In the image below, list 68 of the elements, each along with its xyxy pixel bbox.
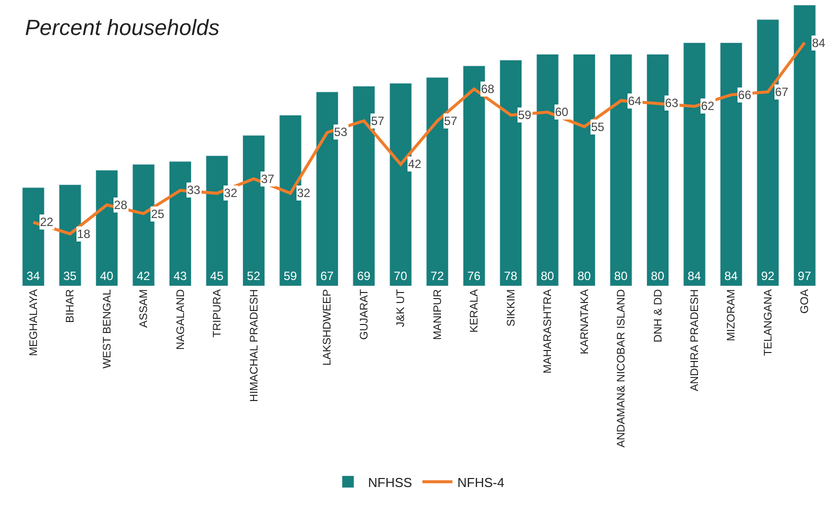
x-tick-label: LAKSHDWEEP [322,289,334,366]
data-label: 32 [224,186,238,200]
data-label: 68 [481,82,495,96]
legend-label: NFHSS [368,474,412,490]
data-label: 84 [812,36,826,50]
data-label: 18 [77,227,91,241]
x-tick-label: KERALA [468,288,481,333]
x-tick-label: WEST BENGAL [101,289,114,368]
x-tick-label: J&K UT [395,288,408,328]
x-tick-label: MEGHALAYA [28,288,40,356]
data-label: 84 [688,269,702,283]
data-label: 42 [408,157,422,171]
data-label: 66 [738,88,752,102]
data-label: 57 [444,114,458,128]
data-label: 59 [518,108,532,122]
legend-label: NFHS-4 [457,474,504,490]
x-tick-label: TRIPURA [212,288,224,338]
data-label: 69 [357,269,371,283]
data-label: 40 [100,269,114,283]
x-tick-label: NAGALAND [174,289,187,350]
data-label: 80 [614,269,628,283]
x-tick-label: DNH & DD [652,289,664,342]
data-label: 43 [173,269,188,283]
x-tick-label: BIHAR [64,289,77,323]
data-label: 32 [297,186,311,200]
text: Percent households [25,15,220,40]
data-label: 72 [430,269,444,283]
x-tick-label: MAHARASHTRA [542,288,554,374]
data-label: 59 [284,269,298,283]
data-label: 35 [63,269,77,283]
data-label: 25 [151,207,165,221]
data-label: 80 [540,269,554,283]
data-label: 84 [724,269,738,283]
data-label: 22 [40,215,54,229]
x-tick-label: MANIPUR [432,289,444,340]
x-tick-label: GUJARAT [358,288,370,340]
data-label: 55 [591,120,605,134]
data-label: 80 [650,269,665,283]
x-tick-label: KARNATAKA [578,288,591,354]
data-label: 28 [114,198,128,212]
x-tick-label: ANDAMAN& NICOBAR ISLAND [616,289,628,448]
x-tick-label: TELANGANA [762,288,774,356]
data-label: 33 [187,183,201,197]
data-label: 67 [775,85,789,99]
data-label: 62 [701,99,715,113]
data-label: 63 [665,96,679,110]
data-label: 80 [577,269,592,283]
data-label: 45 [210,269,224,283]
x-tick-label: ANDHRA PRADESH [689,289,702,392]
data-label: 78 [504,269,518,283]
x-tick-label: GOA [799,288,812,314]
data-label: 37 [261,172,275,186]
x-tick-label: ASSAM [138,289,150,328]
data-label: 34 [26,269,40,283]
data-label: 97 [798,269,812,283]
data-label: 76 [467,269,481,283]
data-label: 67 [320,269,334,283]
data-label: 92 [761,269,775,283]
data-label: 70 [394,269,408,283]
x-tick-label: MIZORAM [726,289,738,342]
data-label: 57 [371,114,385,128]
data-label: 64 [628,94,642,108]
x-tick-label: SIKKIM [505,289,518,326]
x-tick-label: HIMACHAL PRADESH [248,289,260,402]
data-label: 52 [246,269,261,283]
data-label: 42 [136,269,150,283]
data-label: 60 [555,105,569,119]
data-label: 53 [334,125,348,139]
